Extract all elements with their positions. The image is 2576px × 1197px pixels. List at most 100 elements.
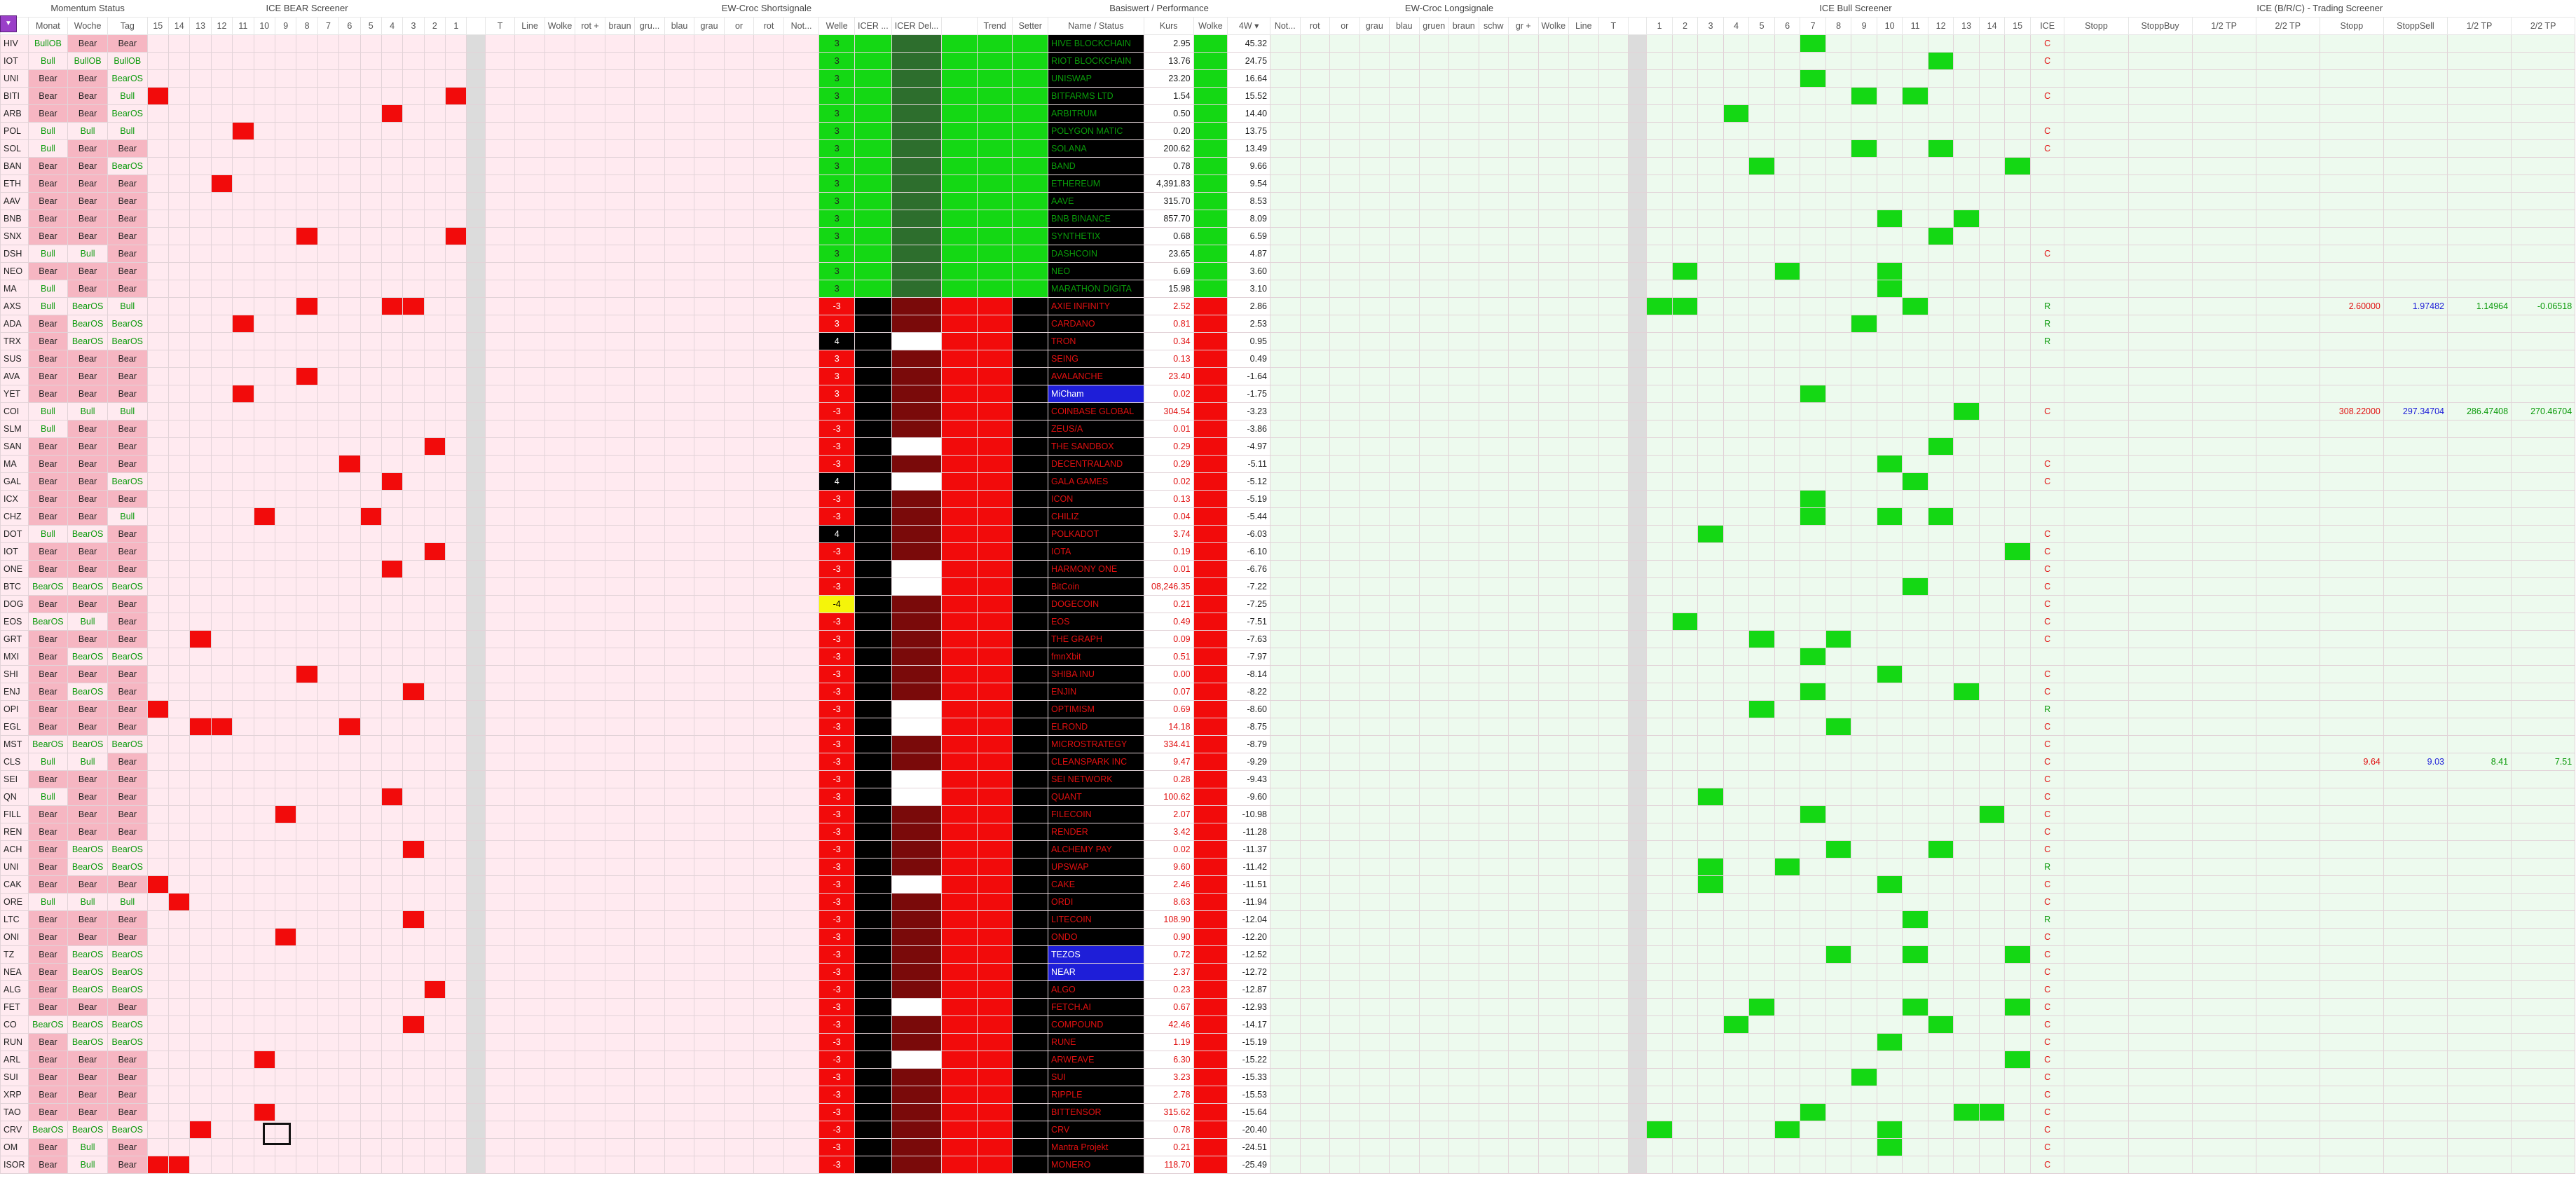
ewlong-cell[interactable] <box>1537 525 1570 543</box>
ewlong-cell[interactable] <box>1508 402 1539 420</box>
icer-delta-cell[interactable] <box>891 34 943 53</box>
icebear-cell[interactable] <box>146 945 170 964</box>
ewlong-cell[interactable] <box>1359 385 1390 403</box>
ewshort-cell[interactable] <box>544 210 576 228</box>
trading-cell[interactable] <box>2191 262 2256 280</box>
icer-cell[interactable] <box>854 735 892 753</box>
icebear-cell[interactable] <box>274 998 297 1016</box>
icebear-cell[interactable] <box>189 402 212 420</box>
ewlong-cell[interactable] <box>1508 577 1539 596</box>
icebear-cell[interactable] <box>359 175 382 193</box>
momentum-cell[interactable]: BearOS <box>107 840 148 859</box>
asset-name[interactable]: FETCH.AI <box>1048 998 1144 1016</box>
momentum-cell[interactable]: BearOS <box>67 1033 108 1051</box>
icebull-cell[interactable] <box>1902 1051 1928 1069</box>
trading-cell[interactable] <box>2319 945 2384 964</box>
ewlong-cell[interactable] <box>1418 402 1450 420</box>
icebear-cell[interactable] <box>338 332 361 350</box>
icebull-cell[interactable] <box>1902 297 1928 315</box>
ewshort-cell[interactable] <box>664 525 695 543</box>
ewshort-cell[interactable] <box>514 875 545 894</box>
setter-cell[interactable] <box>1012 542 1049 561</box>
momentum-cell[interactable]: BearOS <box>107 735 148 753</box>
welle-cell[interactable]: -3 <box>818 718 855 736</box>
icebear-cell[interactable] <box>168 542 191 561</box>
ewlong-cell[interactable] <box>1568 122 1599 140</box>
icebear-cell[interactable] <box>402 192 425 210</box>
icebull-cell[interactable] <box>1774 192 1801 210</box>
icebear-cell[interactable] <box>296 34 318 53</box>
icebear-cell[interactable] <box>253 1068 275 1086</box>
icebear-cell[interactable] <box>402 1068 425 1086</box>
ewlong-cell[interactable] <box>1418 367 1450 385</box>
ewshort-cell[interactable] <box>514 350 545 368</box>
trading-cell[interactable] <box>2064 613 2129 631</box>
icebear-cell[interactable] <box>445 753 467 771</box>
icebear-cell[interactable] <box>274 472 297 491</box>
trading-cell[interactable] <box>2255 875 2320 894</box>
ewlong-cell[interactable] <box>1568 560 1599 578</box>
trading-cell[interactable] <box>2383 175 2448 193</box>
ewlong-cell[interactable] <box>1598 52 1629 70</box>
icebear-cell[interactable] <box>210 227 233 245</box>
trading-cell[interactable] <box>2128 718 2193 736</box>
ewshort-note-cell[interactable] <box>783 1051 820 1069</box>
icebull-cell[interactable] <box>1876 367 1903 385</box>
ewlong-cell[interactable] <box>1568 595 1599 613</box>
momentum-cell[interactable]: BearOS <box>107 1121 148 1139</box>
trend-cell[interactable] <box>976 683 1013 701</box>
icebear-cell[interactable] <box>189 1121 212 1139</box>
ewlong-cell[interactable] <box>1598 1068 1629 1086</box>
momentum-cell[interactable]: Bear <box>107 630 148 648</box>
ewlong-cell[interactable] <box>1568 69 1599 88</box>
ewlong-cell[interactable] <box>1598 262 1629 280</box>
icebear-cell[interactable] <box>296 1086 318 1104</box>
ewshort-cell[interactable] <box>753 402 784 420</box>
icebear-cell[interactable] <box>296 683 318 701</box>
ewlong-cell[interactable] <box>1389 385 1420 403</box>
icebull-cell[interactable] <box>1774 157 1801 175</box>
ewlong-cell[interactable] <box>1389 700 1420 718</box>
ewshort-cell[interactable] <box>514 280 545 298</box>
ewshort-cell[interactable] <box>694 542 725 561</box>
ewlong-cell[interactable] <box>1448 945 1479 964</box>
icebear-cell[interactable] <box>253 1103 275 1121</box>
ewlong-cell[interactable] <box>1418 385 1450 403</box>
ewshort-cell[interactable] <box>664 648 695 666</box>
icebear-cell[interactable] <box>146 420 170 438</box>
icebull-cell[interactable] <box>1722 788 1750 806</box>
ice-signal-cell[interactable]: C <box>2029 753 2065 771</box>
signal-cell[interactable] <box>941 104 978 123</box>
ewlong-cell[interactable] <box>1448 648 1479 666</box>
icebear-cell[interactable] <box>402 648 425 666</box>
ewshort-cell[interactable] <box>694 175 725 193</box>
icebear-cell[interactable] <box>445 175 467 193</box>
icer-cell[interactable] <box>854 753 892 771</box>
ewshort-cell[interactable] <box>694 104 725 123</box>
icer-cell[interactable] <box>854 577 892 596</box>
icer-delta-cell[interactable] <box>891 718 943 736</box>
header-icebear[interactable]: 10 <box>253 17 275 35</box>
icebull-cell[interactable] <box>1927 52 1954 70</box>
momentum-cell[interactable]: BearOS <box>107 69 148 88</box>
trading-cell[interactable] <box>2446 34 2512 53</box>
icebull-cell[interactable] <box>1697 34 1724 53</box>
icebear-cell[interactable] <box>445 1103 467 1121</box>
icebull-cell[interactable] <box>1902 700 1928 718</box>
icebull-cell[interactable] <box>1697 945 1724 964</box>
ewshort-cell[interactable] <box>604 175 636 193</box>
icebull-cell[interactable] <box>1748 542 1775 561</box>
ewlong-cell[interactable] <box>1329 490 1360 508</box>
ewlong-cell[interactable] <box>1299 1051 1331 1069</box>
icer-delta-cell[interactable] <box>891 648 943 666</box>
trend-cell[interactable] <box>976 87 1013 105</box>
icebull-cell[interactable] <box>1774 297 1801 315</box>
icer-delta-cell[interactable] <box>891 963 943 981</box>
trading-cell[interactable] <box>2446 963 2512 981</box>
ewlong-cell[interactable] <box>1598 1103 1629 1121</box>
ewshort-cell[interactable] <box>723 700 755 718</box>
trading-cell[interactable]: 1.97482 <box>2383 297 2448 315</box>
ewlong-cell[interactable] <box>1568 613 1599 631</box>
icer-delta-cell[interactable] <box>891 1103 943 1121</box>
setter-cell[interactable] <box>1012 210 1049 228</box>
